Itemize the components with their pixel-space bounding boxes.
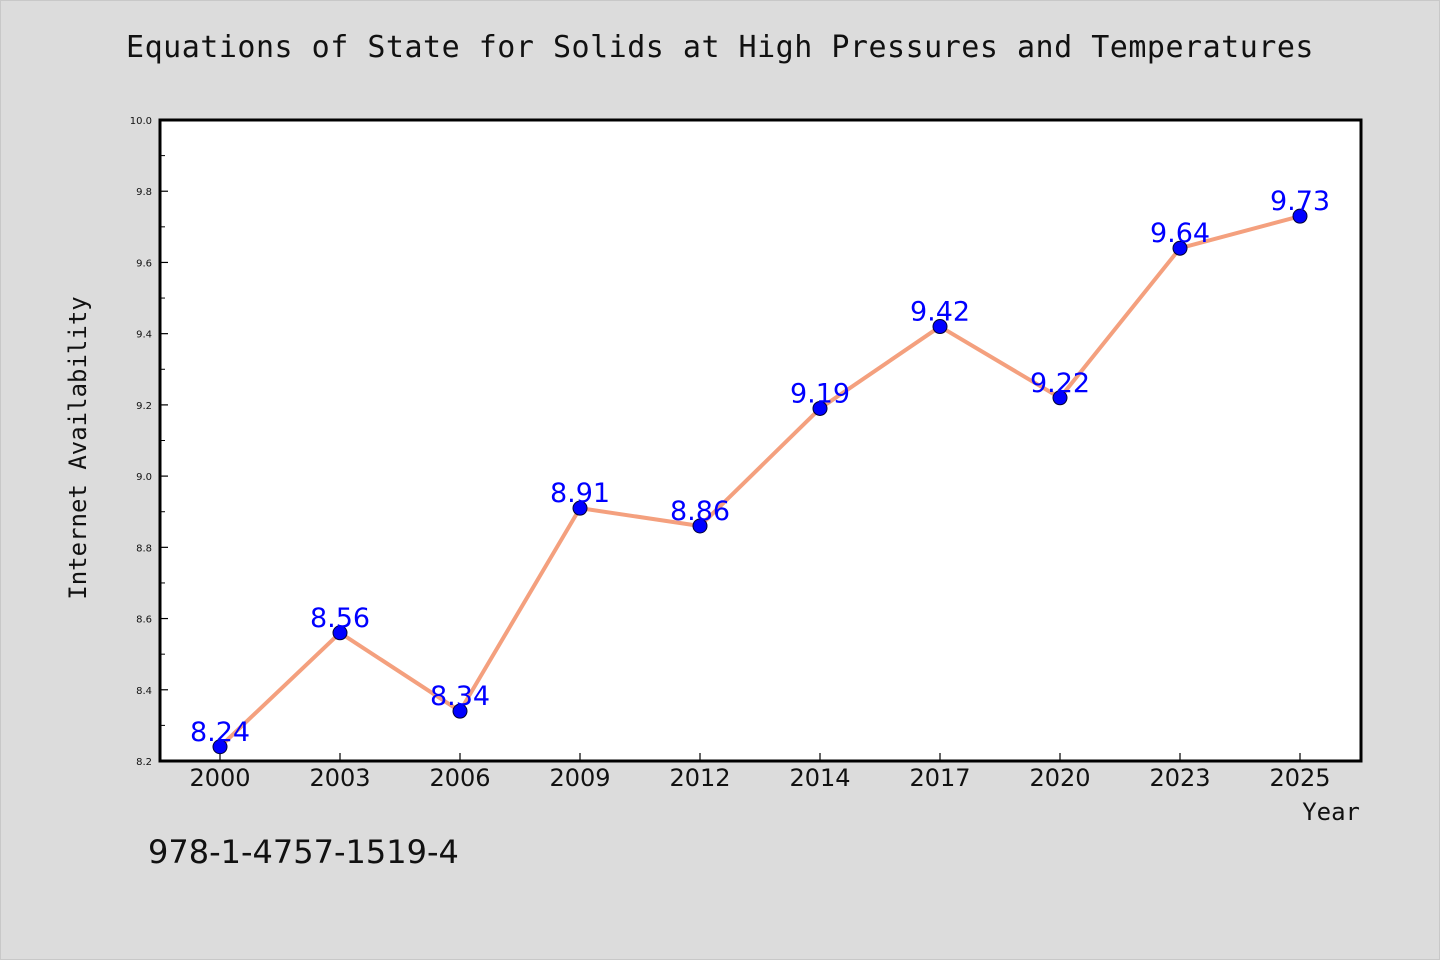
- x-axis: 2000 2003 2006 2009 2012 2014 2017 2020 2023 2025: [189, 753, 1331, 792]
- data-point: [692, 518, 708, 534]
- data-point: [1052, 390, 1068, 406]
- data-point: [1172, 240, 1188, 256]
- x-tick-label: 2012: [669, 764, 730, 792]
- y-tick-label: 8.6: [136, 615, 152, 626]
- y-axis-label: Internet Availability: [64, 296, 92, 599]
- data-labels: 8.24 8.56 8.34 8.91 8.86 9.19 9.42 9.22 9.64 9.73: [190, 186, 1330, 748]
- data-points: [212, 208, 1308, 755]
- y-tick-label: 10.0: [130, 116, 152, 127]
- data-point: [572, 500, 588, 516]
- data-point: [332, 625, 348, 641]
- data-label: 9.64: [1150, 218, 1210, 249]
- y-tick-label: 9.6: [136, 258, 152, 269]
- x-tick-label: 2003: [309, 764, 370, 792]
- x-tick-label: 2025: [1269, 764, 1330, 792]
- x-tick-label: 2000: [189, 764, 250, 792]
- data-point: [932, 319, 948, 335]
- data-point: [452, 703, 468, 719]
- y-tick-label: 9.8: [136, 187, 152, 198]
- x-tick-label: 2020: [1029, 764, 1090, 792]
- y-axis: 8.2 8.4 8.6 8.8 9.0 9.2 9.4 9.6 9.8 10.0: [130, 116, 168, 768]
- series-line: [218, 214, 1302, 749]
- x-tick-label: 2014: [789, 764, 850, 792]
- data-label: 8.34: [430, 681, 490, 712]
- data-point: [1292, 208, 1308, 224]
- data-label: 8.24: [190, 717, 250, 748]
- y-tick-label: 8.4: [136, 686, 152, 697]
- data-label: 8.86: [670, 496, 730, 527]
- chart-title: Equations of State for Solids at High Pr…: [126, 30, 1314, 65]
- y-tick-label: 8.2: [136, 757, 152, 768]
- data-label: 9.42: [910, 297, 970, 328]
- data-label: 8.91: [550, 478, 610, 509]
- x-tick-label: 2009: [549, 764, 610, 792]
- data-point: [812, 400, 828, 416]
- x-axis-label: Year: [1302, 798, 1360, 826]
- y-tick-label: 9.4: [136, 330, 152, 341]
- data-label: 8.56: [310, 603, 370, 634]
- y-tick-label: 9.0: [136, 472, 152, 483]
- plot-area: [158, 118, 1363, 763]
- isbn-text: 978-1-4757-1519-4: [148, 833, 459, 871]
- data-point: [212, 739, 228, 755]
- data-label: 9.19: [790, 378, 850, 409]
- y-tick-label: 8.8: [136, 543, 152, 554]
- data-label: 9.22: [1030, 368, 1090, 399]
- x-tick-label: 2023: [1149, 764, 1210, 792]
- x-tick-label: 2017: [909, 764, 970, 792]
- y-tick-label: 9.2: [136, 401, 152, 412]
- data-label: 9.73: [1270, 186, 1330, 217]
- x-tick-label: 2006: [429, 764, 490, 792]
